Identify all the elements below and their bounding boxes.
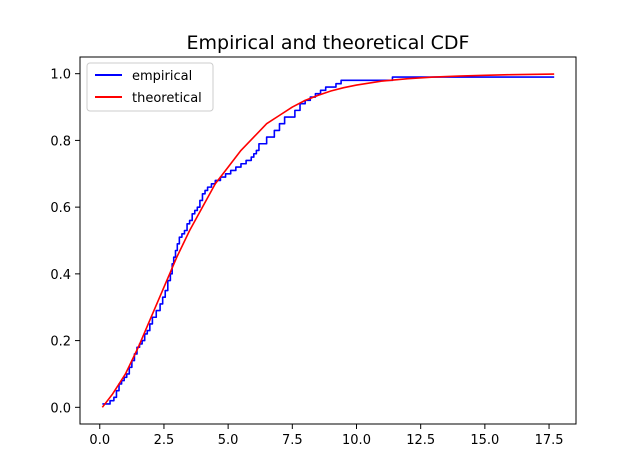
legend-label-empirical: empirical bbox=[132, 69, 192, 84]
x-axis-ticks: 0.0 2.5 5.0 7.5 10.0 12.5 15.0 17.5 bbox=[89, 424, 564, 448]
x-tick-label: 5.0 bbox=[218, 433, 239, 448]
y-tick-label: 0.4 bbox=[50, 268, 71, 283]
x-tick-label: 10.0 bbox=[342, 433, 371, 448]
y-tick-label: 0.0 bbox=[50, 401, 71, 416]
y-tick-label: 1.0 bbox=[50, 68, 71, 83]
y-tick-label: 0.6 bbox=[50, 201, 71, 216]
y-axis-ticks: 0.0 0.2 0.4 0.6 0.8 1.0 bbox=[50, 68, 80, 416]
chart-title: Empirical and theoretical CDF bbox=[187, 32, 470, 54]
y-tick-label: 0.2 bbox=[50, 335, 71, 350]
series-layer bbox=[101, 73, 555, 408]
x-tick-label: 17.5 bbox=[535, 433, 564, 448]
legend-label-theoretical: theoretical bbox=[132, 91, 202, 106]
plot-frame bbox=[79, 56, 577, 425]
x-tick-label: 2.5 bbox=[154, 433, 175, 448]
series-line-empirical bbox=[102, 76, 555, 405]
y-tick-label: 0.8 bbox=[50, 134, 71, 149]
legend: empirical theoretical bbox=[86, 62, 214, 112]
x-tick-label: 15.0 bbox=[470, 433, 499, 448]
x-tick-label: 7.5 bbox=[282, 433, 303, 448]
x-tick-label: 12.5 bbox=[406, 433, 435, 448]
x-tick-label: 0.0 bbox=[89, 433, 110, 448]
series-line-theoretical bbox=[101, 73, 555, 408]
